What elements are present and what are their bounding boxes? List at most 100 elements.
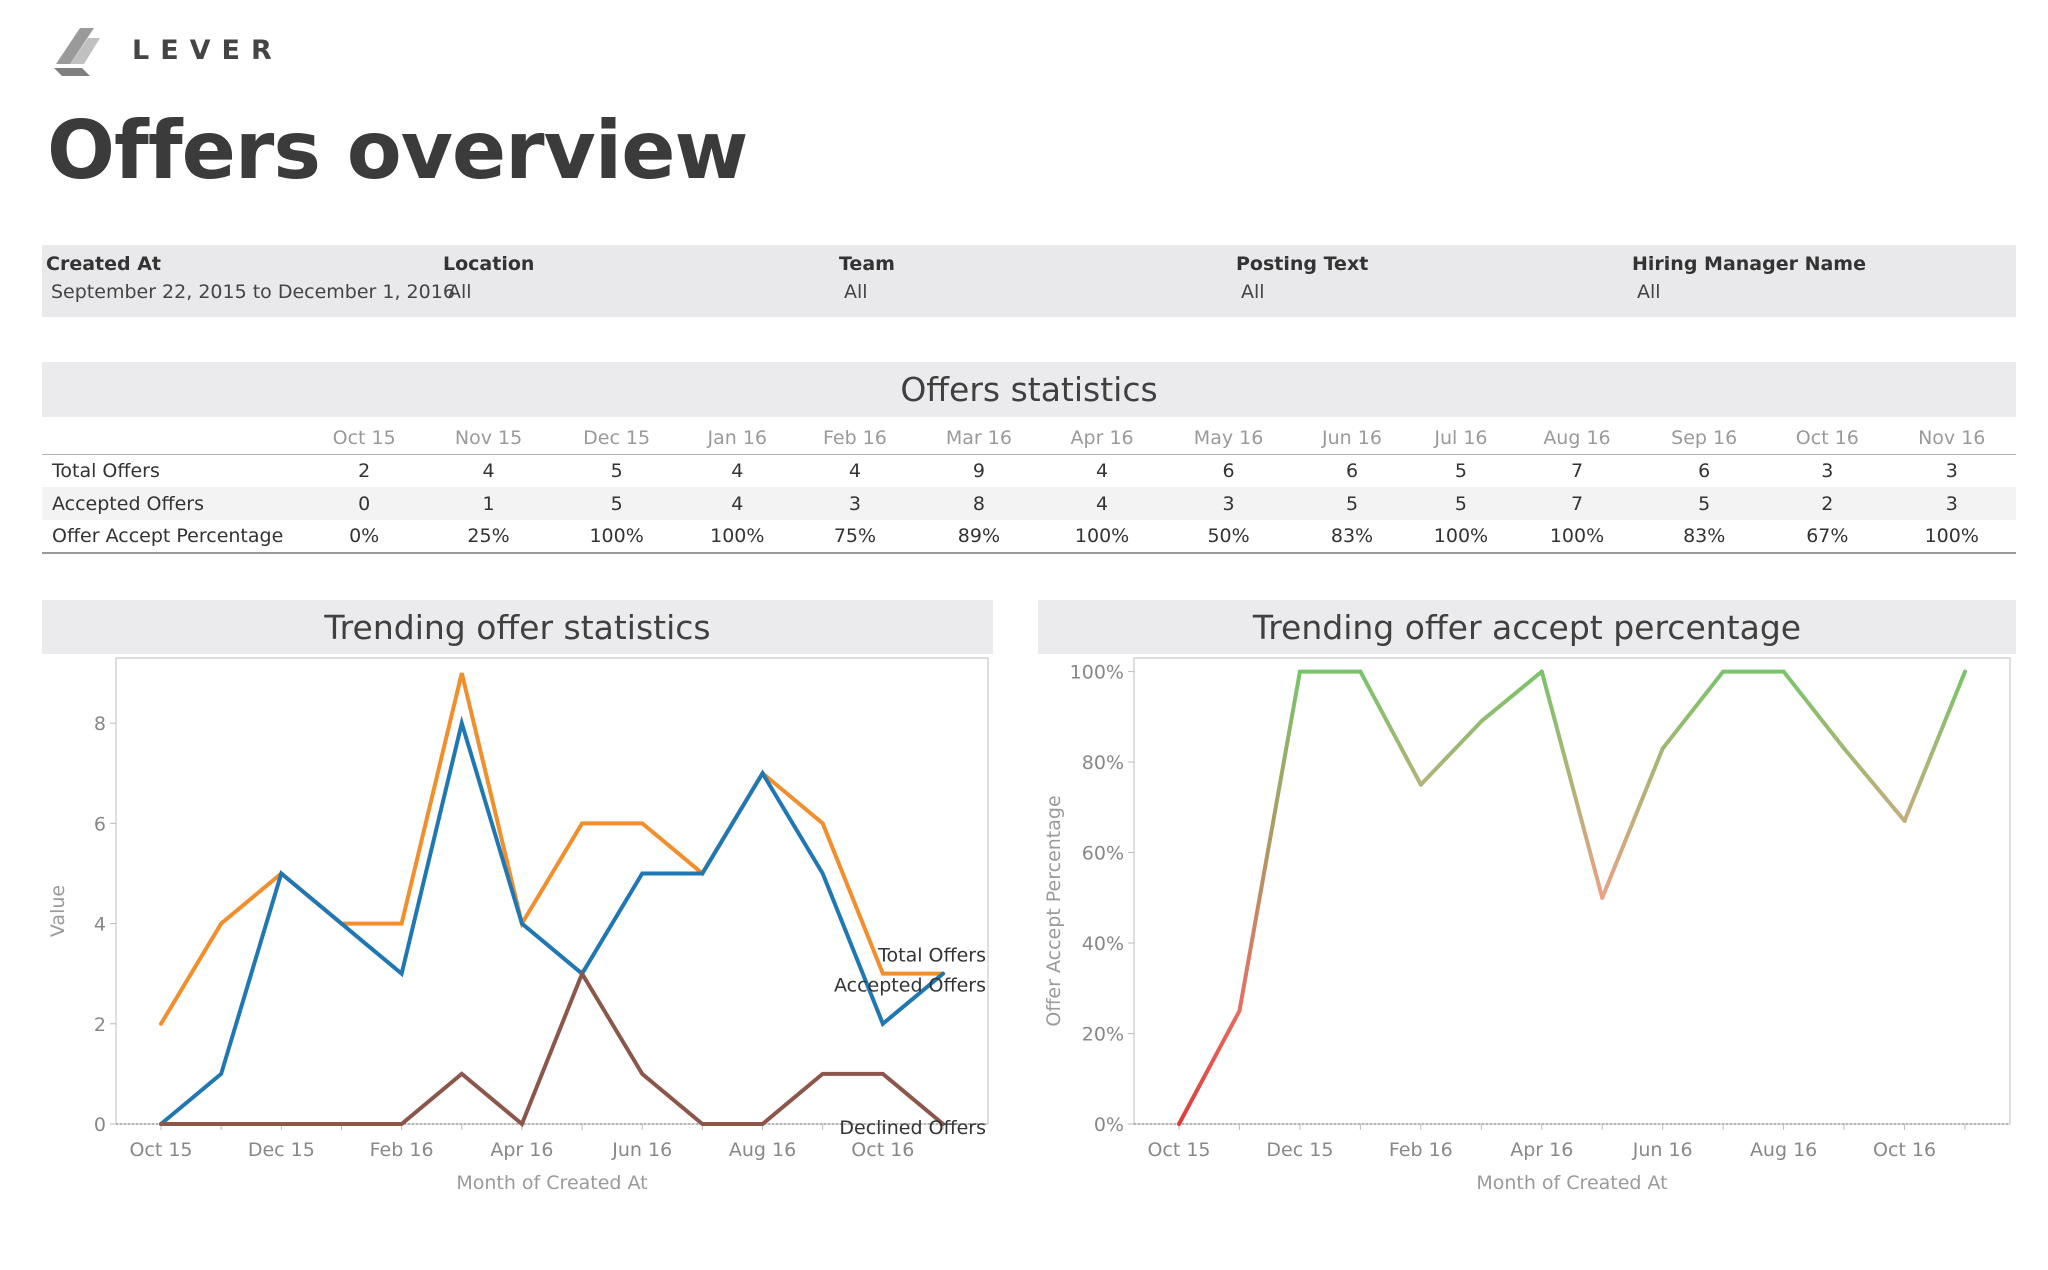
table-cell: 100% [1074, 525, 1130, 547]
y-tick-label: 4 [94, 914, 106, 936]
column-header: Jan 16 [707, 426, 768, 449]
x-tick-label: Apr 16 [490, 1139, 553, 1161]
series-end-label: Total Offers [877, 945, 986, 967]
x-tick-label: Apr 16 [1510, 1139, 1573, 1161]
table-cell: 3 [848, 492, 861, 515]
corner-cell [42, 422, 304, 454]
x-tick-label: Feb 16 [1389, 1139, 1453, 1161]
series-end-label: Declined Offers [839, 1117, 986, 1139]
table-cell: 5 [1698, 492, 1711, 515]
column-header: Sep 16 [1671, 426, 1738, 449]
row-label: Accepted Offers [52, 492, 204, 515]
table-cell: 100% [710, 525, 765, 547]
trending-offer-statistics-chart: 0 2 4 6 8 Oct 15 Dec 15 Feb 16 Apr 16 Jun 16 Aug 1… [47, 657, 989, 1194]
table-row-total-offers: Total Offers 2 4 5 4 4 9 4 6 6 5 7 6 3 3 [42, 454, 2016, 487]
filter-bar: Created At September 22, 2015 to Decembe… [42, 245, 2016, 317]
table-cell: 5 [1454, 459, 1467, 482]
x-tick-label: Jun 16 [1632, 1139, 1693, 1161]
table-cell: 3 [1222, 492, 1235, 515]
filter-created-at[interactable]: Created At September 22, 2015 to Decembe… [46, 253, 455, 303]
filter-team[interactable]: Team All [839, 253, 895, 303]
table-cell: 3 [1945, 492, 1958, 515]
filter-hiring-manager[interactable]: Hiring Manager Name All [1632, 253, 1866, 303]
lever-logo[interactable]: LEVER [52, 22, 283, 78]
brand-name: LEVER [132, 34, 283, 66]
x-tick-label: Feb 16 [370, 1139, 434, 1161]
filter-value[interactable]: All [1241, 281, 1265, 303]
x-tick-label: Dec 15 [1266, 1139, 1333, 1161]
y-tick-label: 20% [1082, 1024, 1124, 1046]
x-tick-label: Oct 15 [129, 1139, 192, 1161]
table-cell: 5 [610, 459, 623, 482]
filter-value[interactable]: All [448, 281, 472, 303]
series-line-segment [1781, 669, 1847, 751]
column-header: Apr 16 [1070, 426, 1134, 449]
filter-label: Location [443, 253, 535, 275]
column-header: Oct 15 [332, 426, 396, 449]
filter-value[interactable]: All [844, 281, 868, 303]
x-tick-label: Oct 16 [851, 1139, 914, 1161]
chart2-title-band: Trending offer accept percentage [1038, 600, 2016, 654]
table-cell: 6 [1698, 459, 1711, 482]
series-end-label: Accepted Offers [834, 975, 986, 997]
lever-logo-icon [54, 28, 100, 76]
stats-title-band: Offers statistics [42, 362, 2016, 417]
table-cell: 89% [957, 525, 1000, 547]
table-cell: 4 [1096, 459, 1109, 482]
filter-label: Hiring Manager Name [1632, 253, 1866, 275]
table-cell: 4 [731, 492, 744, 515]
x-tick-label: Dec 15 [248, 1139, 315, 1161]
y-axis-title: Offer Accept Percentage [1043, 795, 1065, 1026]
series-line-segment [1842, 746, 1907, 823]
table-cell: 67% [1806, 525, 1849, 547]
table-cell: 4 [731, 459, 744, 482]
column-header: Feb 16 [823, 426, 887, 449]
table-cell: 100% [1433, 525, 1489, 547]
table-cell: 8 [972, 492, 985, 515]
series-line-declined-offers [159, 969, 945, 1128]
x-tick-label: Oct 15 [1147, 1139, 1210, 1161]
y-tick-label: 60% [1082, 843, 1124, 865]
table-cell: 4 [482, 459, 495, 482]
table-cell: 4 [1096, 492, 1109, 515]
table-cell: 3 [1821, 459, 1834, 482]
table-cell: 7 [1570, 459, 1584, 482]
column-header: Jun 16 [1322, 426, 1382, 449]
column-header: Mar 16 [945, 426, 1012, 449]
chart1-title: Trending offer statistics [324, 607, 711, 647]
x-tick-label: Aug 16 [1750, 1139, 1817, 1161]
table-cell: 75% [833, 525, 877, 547]
filter-posting-text[interactable]: Posting Text All [1236, 253, 1368, 303]
table-cell: 25% [467, 525, 510, 547]
chart1-title-band: Trending offer statistics [42, 600, 993, 654]
table-cell: 0 [358, 492, 371, 515]
series-line-segment [1600, 746, 1665, 900]
series-line-segment [1539, 669, 1605, 900]
y-tick-label: 100% [1070, 662, 1124, 684]
y-tick-label: 0% [1094, 1114, 1124, 1136]
filter-value[interactable]: September 22, 2015 to December 1, 2016 [51, 281, 455, 303]
series-line-total-offers [159, 672, 945, 1026]
series-line-segment [1237, 669, 1302, 1013]
table-cell: 100% [1924, 525, 1979, 547]
page-title: Offers overview [47, 104, 748, 197]
series-line-segment [1418, 719, 1484, 787]
filter-value[interactable]: All [1637, 281, 1661, 303]
table-row-accepted-offers: Accepted Offers 0 1 5 4 3 8 4 3 5 5 7 5 … [42, 487, 2016, 520]
table-cell: 1 [482, 492, 495, 515]
filter-label: Team [839, 253, 895, 275]
trending-offer-accept-percentage-chart: 0% 20% 40% 60% 80% 100% Oct 15 Dec 15 Feb 16 Apr … [1043, 657, 2011, 1194]
table-cell: 6 [1345, 459, 1359, 482]
filter-label: Posting Text [1236, 253, 1369, 275]
table-cell: 5 [1454, 492, 1467, 515]
filter-location[interactable]: Location All [443, 253, 534, 303]
y-tick-label: 0 [94, 1114, 106, 1136]
row-label: Total Offers [52, 459, 160, 482]
table-cell: 83% [1330, 525, 1374, 547]
y-tick-label: 80% [1082, 752, 1124, 774]
table-cell: 9 [972, 459, 985, 482]
plot-frame [1133, 657, 2011, 1125]
column-header: Nov 15 [454, 426, 523, 449]
chart2-title: Trending offer accept percentage [1252, 607, 1802, 647]
table-row-accept-percentage: Offer Accept Percentage 0% 25% 100% 100%… [42, 520, 2016, 553]
